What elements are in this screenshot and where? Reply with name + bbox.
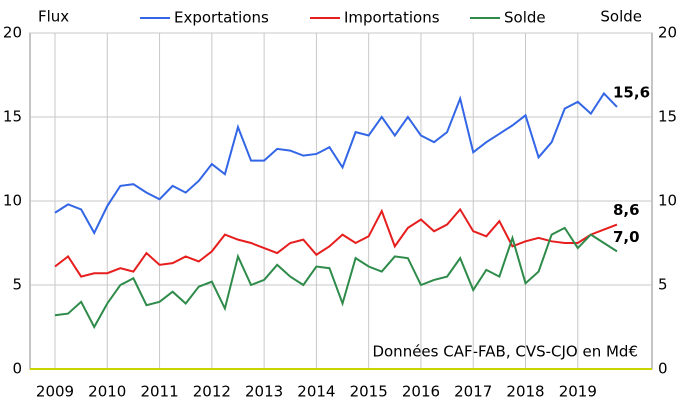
y-tick-label: 5 xyxy=(12,276,22,294)
x-tick-label: 2017 xyxy=(454,383,492,401)
y-axis-label: Flux xyxy=(38,8,69,26)
x-tick-label: 2011 xyxy=(140,383,178,401)
y-tick-label: 20 xyxy=(3,24,22,42)
x-tick-label: 2012 xyxy=(193,383,231,401)
legend-label: Exportations xyxy=(174,9,269,27)
value-label: 8,6 xyxy=(613,201,640,219)
y-tick-label: 15 xyxy=(3,108,22,126)
series-line xyxy=(54,226,618,330)
legend-label: Importations xyxy=(344,9,440,27)
series-line xyxy=(54,91,618,236)
value-label: 7,0 xyxy=(613,228,640,246)
x-tick-label: 2010 xyxy=(88,383,126,401)
x-tick-label: 2018 xyxy=(506,383,544,401)
y2-tick-label: 0 xyxy=(658,360,668,378)
y2-tick-label: 5 xyxy=(658,276,668,294)
y2-axis-label: Solde xyxy=(600,8,642,26)
series-line xyxy=(54,207,618,278)
x-tick-label: 2013 xyxy=(245,383,283,401)
x-tick-label: 2019 xyxy=(559,383,597,401)
x-tick-label: 2009 xyxy=(36,383,74,401)
legend-label: Solde xyxy=(504,9,546,27)
annotation: Données CAF-FAB, CVS-CJO en Md€ xyxy=(372,343,638,361)
y-tick-label: 0 xyxy=(12,360,22,378)
y-tick-label: 10 xyxy=(3,192,22,210)
y2-tick-label: 15 xyxy=(658,108,677,126)
value-label: 15,6 xyxy=(613,83,650,101)
y2-tick-label: 10 xyxy=(658,192,677,210)
x-tick-label: 2015 xyxy=(350,383,388,401)
x-tick-label: 2016 xyxy=(402,383,440,401)
x-tick-label: 2014 xyxy=(297,383,335,401)
y2-tick-label: 20 xyxy=(658,24,677,42)
